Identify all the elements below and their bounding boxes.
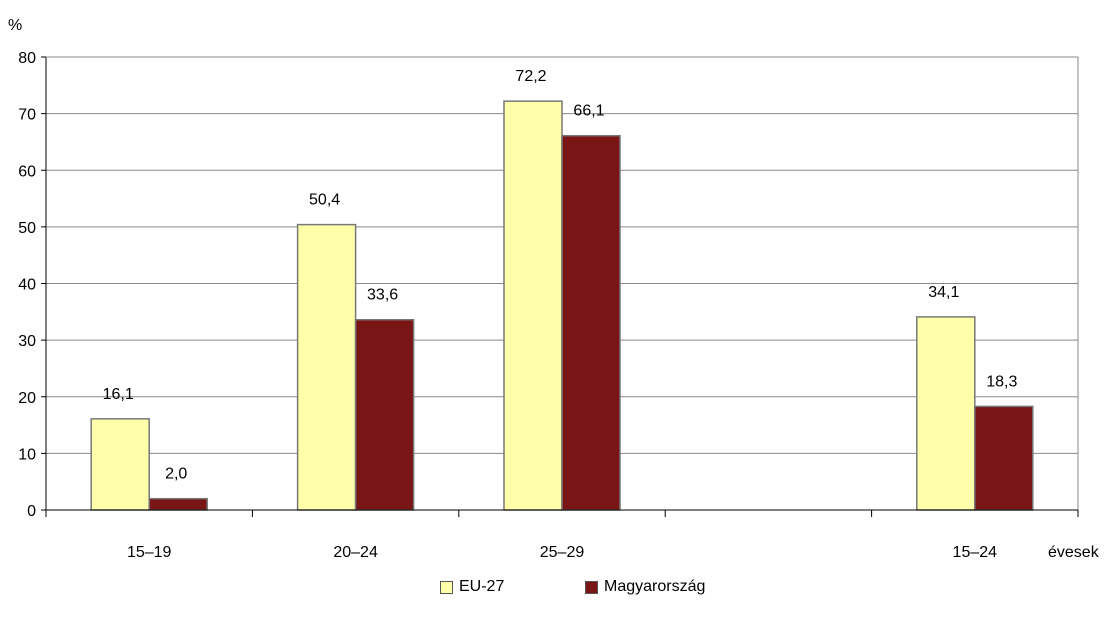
legend-label-eu27: EU-27: [459, 578, 505, 595]
bar: [296, 223, 357, 511]
x-tick-label: 20–24: [333, 544, 378, 561]
x-axis-unit-label: évesek: [1048, 544, 1100, 561]
y-tick-label: 10: [18, 446, 36, 463]
y-tick-label: 50: [18, 220, 36, 237]
x-tick-label: 15–19: [127, 544, 172, 561]
x-axis-ticks: 15–19 20–24 25–29 15–24: [45, 510, 1079, 561]
y-tick-label: 40: [18, 277, 36, 294]
data-label: 16,1: [103, 386, 134, 403]
data-label: 66,1: [573, 103, 604, 120]
bar: [354, 318, 415, 511]
y-tick-label: 60: [18, 163, 36, 180]
bar: [148, 497, 208, 511]
data-label: 33,6: [367, 287, 398, 304]
data-label: 50,4: [309, 192, 340, 209]
x-tick-label: 15–24: [953, 544, 998, 561]
legend-swatch-eu27: [440, 580, 453, 594]
data-label: 18,3: [986, 373, 1017, 390]
data-label: 34,1: [928, 284, 959, 301]
data-label: 72,2: [515, 68, 546, 85]
y-axis-ticks: 0 10 20 30 40 50 60 70 80: [18, 50, 46, 520]
legend-item-magyarorszag: Magyarország: [585, 578, 705, 596]
y-tick-label: 80: [18, 50, 36, 67]
data-label: 2,0: [165, 466, 187, 483]
legend-item-eu27: EU-27: [440, 578, 504, 596]
legend-swatch-magyarorszag: [585, 580, 598, 594]
y-tick-label: 20: [18, 390, 36, 407]
bars: [90, 100, 1034, 511]
bar: [503, 100, 563, 511]
bar: [916, 316, 976, 511]
axes: [45, 56, 1079, 515]
y-tick-label: 70: [18, 107, 36, 124]
bar: [561, 134, 621, 511]
y-tick-label: 30: [18, 333, 36, 350]
legend: EU-27 Magyarország: [0, 578, 1110, 608]
legend-label-magyarorszag: Magyarország: [604, 578, 706, 595]
bar: [974, 405, 1034, 511]
data-labels: 16,1 50,4 72,2 34,1 2,0 33,6 66,1 18,3: [103, 68, 1018, 483]
bar: [90, 418, 150, 511]
x-tick-label: 25–29: [540, 544, 585, 561]
y-tick-label: 0: [27, 503, 36, 520]
y-axis-unit-label: %: [8, 17, 22, 34]
